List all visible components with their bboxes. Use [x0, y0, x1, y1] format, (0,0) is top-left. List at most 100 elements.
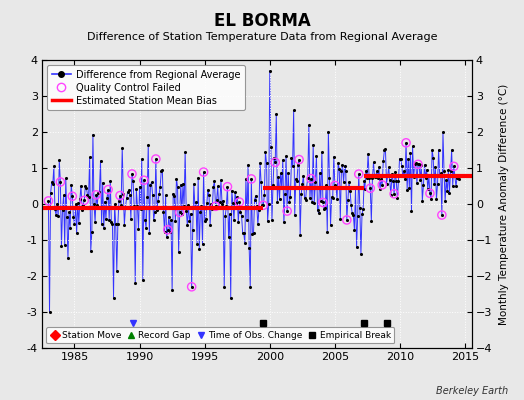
Point: [114, 221, 122, 227]
Point: [56, 179, 64, 185]
Text: EL BORMA: EL BORMA: [214, 12, 310, 30]
Point: [397, 156, 405, 162]
Point: [373, 168, 381, 175]
Point: [167, 217, 175, 224]
Point: [44, 198, 52, 204]
Point: [249, 230, 258, 237]
Point: [379, 158, 387, 165]
Point: [202, 216, 210, 222]
Point: [93, 202, 102, 208]
Point: [77, 182, 85, 189]
Point: [420, 162, 429, 168]
Point: [234, 219, 243, 226]
Point: [300, 195, 309, 201]
Point: [86, 248, 95, 254]
Point: [431, 164, 440, 170]
Point: [451, 173, 459, 180]
Point: [155, 191, 163, 198]
Point: [449, 182, 457, 189]
Point: [115, 198, 123, 204]
Point: [271, 159, 279, 166]
Point: [273, 198, 281, 205]
Point: [268, 216, 276, 223]
Point: [198, 241, 206, 247]
Point: [309, 141, 318, 148]
Point: [369, 159, 378, 166]
Point: [126, 192, 134, 198]
Point: [378, 182, 386, 188]
Point: [299, 172, 308, 179]
Point: [212, 197, 221, 204]
Point: [92, 192, 101, 198]
Point: [274, 174, 282, 180]
Point: [428, 147, 436, 153]
Point: [143, 194, 151, 200]
Point: [161, 192, 170, 198]
Point: [333, 195, 341, 202]
Point: [417, 161, 425, 168]
Point: [171, 218, 180, 225]
Point: [422, 167, 431, 173]
Point: [163, 226, 172, 233]
Point: [298, 181, 307, 187]
Point: [166, 229, 174, 235]
Point: [341, 162, 349, 169]
Point: [348, 210, 356, 217]
Point: [292, 176, 300, 183]
Point: [342, 168, 350, 174]
Point: [128, 171, 136, 177]
Point: [281, 191, 289, 197]
Point: [226, 294, 235, 301]
Point: [151, 156, 160, 162]
Point: [370, 174, 379, 181]
Point: [200, 169, 208, 175]
Point: [353, 244, 361, 250]
Point: [232, 200, 241, 206]
Point: [59, 192, 68, 198]
Point: [163, 226, 172, 233]
Point: [355, 171, 363, 177]
Point: [349, 212, 357, 218]
Point: [245, 245, 254, 251]
Point: [75, 196, 84, 202]
Point: [178, 210, 186, 217]
Point: [356, 204, 364, 211]
Point: [95, 188, 104, 195]
Point: [440, 168, 448, 174]
Point: [332, 184, 340, 191]
Point: [128, 171, 136, 177]
Point: [210, 178, 219, 185]
Point: [136, 206, 145, 213]
Point: [49, 181, 57, 188]
Point: [279, 157, 287, 163]
Point: [94, 190, 103, 196]
Point: [311, 178, 320, 185]
Point: [138, 156, 146, 162]
Point: [296, 231, 304, 238]
Point: [162, 234, 171, 240]
Point: [197, 203, 205, 209]
Point: [441, 198, 449, 204]
Point: [312, 153, 321, 160]
Point: [208, 206, 216, 212]
Point: [455, 175, 463, 182]
Point: [383, 180, 391, 187]
Point: [192, 199, 200, 206]
Point: [235, 199, 244, 205]
Point: [105, 217, 113, 223]
Point: [365, 174, 374, 181]
Point: [239, 230, 248, 236]
Point: [456, 172, 464, 179]
Point: [147, 179, 156, 186]
Point: [222, 203, 231, 209]
Point: [121, 204, 129, 210]
Point: [200, 169, 208, 175]
Point: [287, 155, 296, 162]
Point: [69, 213, 78, 220]
Point: [258, 202, 266, 208]
Point: [416, 176, 424, 183]
Point: [254, 221, 262, 228]
Point: [221, 212, 230, 219]
Point: [68, 193, 77, 200]
Point: [170, 193, 179, 199]
